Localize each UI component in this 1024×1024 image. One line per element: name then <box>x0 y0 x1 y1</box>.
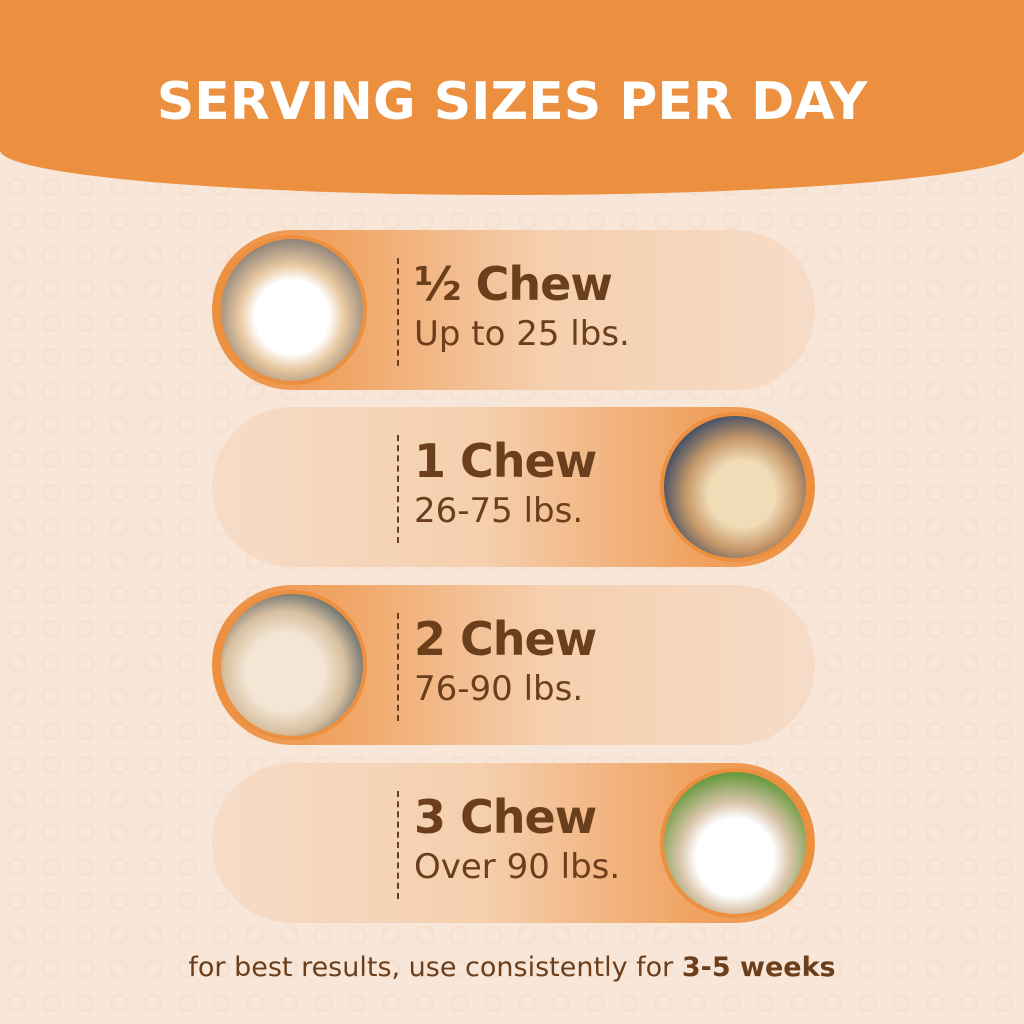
dog-photo <box>217 590 367 740</box>
divider <box>397 613 399 721</box>
weight-range: Up to 25 lbs. <box>414 314 630 354</box>
dog-photo <box>660 768 810 918</box>
serving-row: 2 Chew 76-90 lbs. <box>212 585 815 745</box>
serving-row: 1 Chew 26-75 lbs. <box>212 407 815 567</box>
dog-photo <box>660 412 810 562</box>
serving-amount: ½ Chew <box>414 257 613 311</box>
divider <box>397 791 399 899</box>
divider <box>397 258 399 366</box>
serving-amount: 1 Chew <box>414 434 597 488</box>
serving-row: 3 Chew Over 90 lbs. <box>212 763 815 923</box>
dog-photo <box>217 235 367 385</box>
page-title: SERVING SIZES PER DAY <box>156 72 868 132</box>
header-banner <box>0 0 1024 195</box>
serving-amount: 3 Chew <box>414 790 597 844</box>
footer-note: for best results, use consistently for 3… <box>0 952 1024 983</box>
divider <box>397 435 399 543</box>
footer-duration: 3-5 weeks <box>681 952 836 983</box>
serving-amount: 2 Chew <box>414 612 597 666</box>
footer-text: for best results, use consistently for <box>188 952 682 983</box>
weight-range: 76-90 lbs. <box>414 669 584 709</box>
weight-range: Over 90 lbs. <box>414 847 621 887</box>
serving-row: ½ Chew Up to 25 lbs. <box>212 230 815 390</box>
weight-range: 26-75 lbs. <box>414 491 584 531</box>
